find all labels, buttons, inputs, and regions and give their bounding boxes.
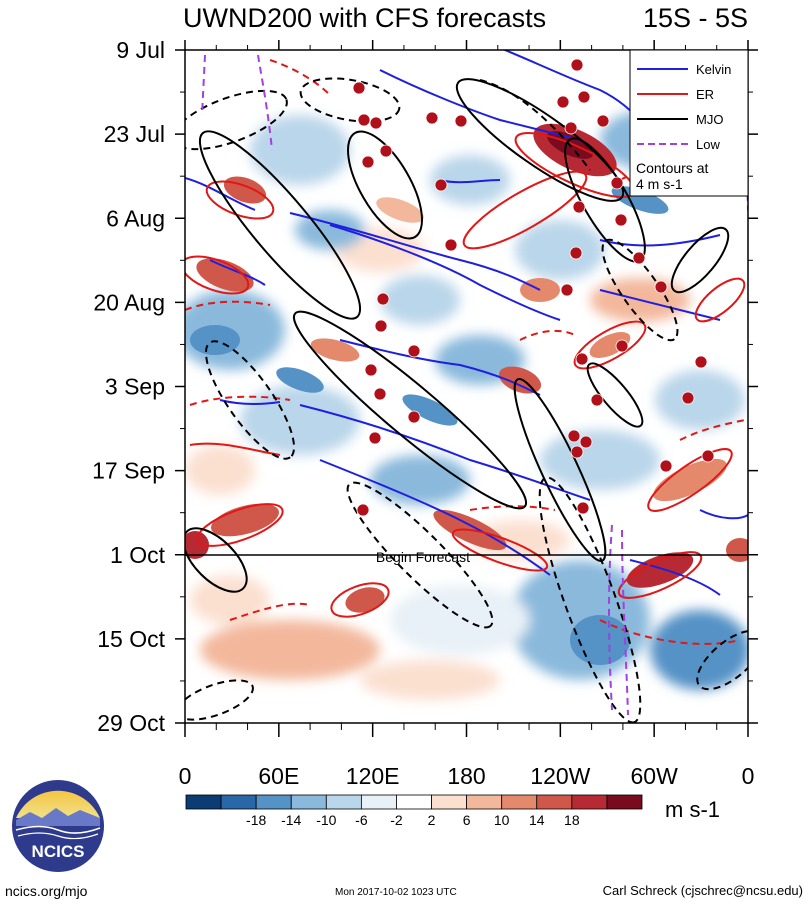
y-axis: 9 Jul 23 Jul 6 Aug 20 Aug 3 Sep 17 Sep 1 Oct 15… [92, 37, 758, 736]
y-tick-label: 23 Jul [104, 121, 165, 147]
colorbar-swatch [325, 794, 362, 810]
chart-subtitle: 15S - 5S [643, 3, 748, 33]
colorbar-label: -14 [281, 812, 301, 828]
footer-author: Carl Schreck (cjschrec@ncsu.edu) [602, 883, 803, 898]
y-tick-label: 29 Oct [97, 710, 165, 736]
y-tick-label: 15 Oct [97, 626, 165, 652]
x-tick-label: 120W [530, 763, 590, 789]
legend-label: Low [696, 137, 720, 152]
x-tick-label: 180 [447, 763, 485, 789]
colorbar-swatch [466, 794, 503, 810]
legend-note: Contours at 4 m s-1 [636, 160, 712, 192]
colorbar-label: -18 [246, 812, 266, 828]
footer-timestamp: Mon 2017-10-02 1023 UTC [335, 887, 457, 898]
y-tick-label: 6 Aug [106, 205, 165, 231]
colorbar-label: -6 [355, 812, 368, 828]
legend-label: Kelvin [696, 62, 731, 77]
colorbar-label: -10 [316, 812, 336, 828]
colorbar-units: m s-1 [665, 797, 720, 822]
x-tick-label: 120E [346, 763, 400, 789]
colorbar-swatch [290, 794, 327, 810]
x-tick-label: 0 [742, 763, 755, 789]
colorbar: -18 -14 -10 -6 -2 2 6 10 14 18 [185, 794, 643, 828]
x-tick-label: 60W [631, 763, 679, 789]
y-tick-label: 3 Sep [105, 374, 165, 400]
colorbar-swatch [501, 794, 538, 810]
y-tick-label: 17 Sep [92, 458, 165, 484]
tropical-cyclone-markers [352, 58, 715, 517]
colorbar-swatch [360, 794, 397, 810]
colorbar-swatch [431, 794, 468, 810]
colorbar-swatch [255, 794, 292, 810]
colorbar-swatch [220, 794, 257, 810]
colorbar-swatch [185, 794, 222, 810]
y-tick-label: 9 Jul [116, 37, 165, 63]
colorbar-label: 6 [463, 812, 471, 828]
colorbar-swatch [606, 794, 643, 810]
colorbar-label: 10 [494, 812, 510, 828]
colorbar-label: 18 [564, 812, 580, 828]
legend-label: MJO [696, 112, 723, 127]
y-tick-label: 20 Aug [93, 289, 165, 315]
ncics-logo: NCICS [12, 780, 104, 872]
legend-label: ER [696, 87, 714, 102]
x-tick-label: 0 [179, 763, 192, 789]
colorbar-label: -2 [390, 812, 403, 828]
forecast-label: Begin Forecast [376, 549, 470, 565]
x-tick-label: 60E [258, 763, 299, 789]
colorbar-swatch [536, 794, 573, 810]
colorbar-swatch [396, 794, 432, 810]
y-tick-label: 1 Oct [110, 542, 166, 568]
colorbar-label: 2 [428, 812, 436, 828]
footer-url[interactable]: ncics.org/mjo [5, 883, 88, 899]
logo-text: NCICS [32, 842, 85, 861]
x-axis: 0 60E 120E 180 120W 60W 0 [179, 40, 755, 789]
colorbar-swatch [571, 794, 608, 810]
chart-title: UWND200 with CFS forecasts [183, 3, 546, 33]
legend: Kelvin ER MJO Low Contours at 4 m s-1 [629, 49, 749, 197]
colorbar-label: 14 [529, 812, 545, 828]
